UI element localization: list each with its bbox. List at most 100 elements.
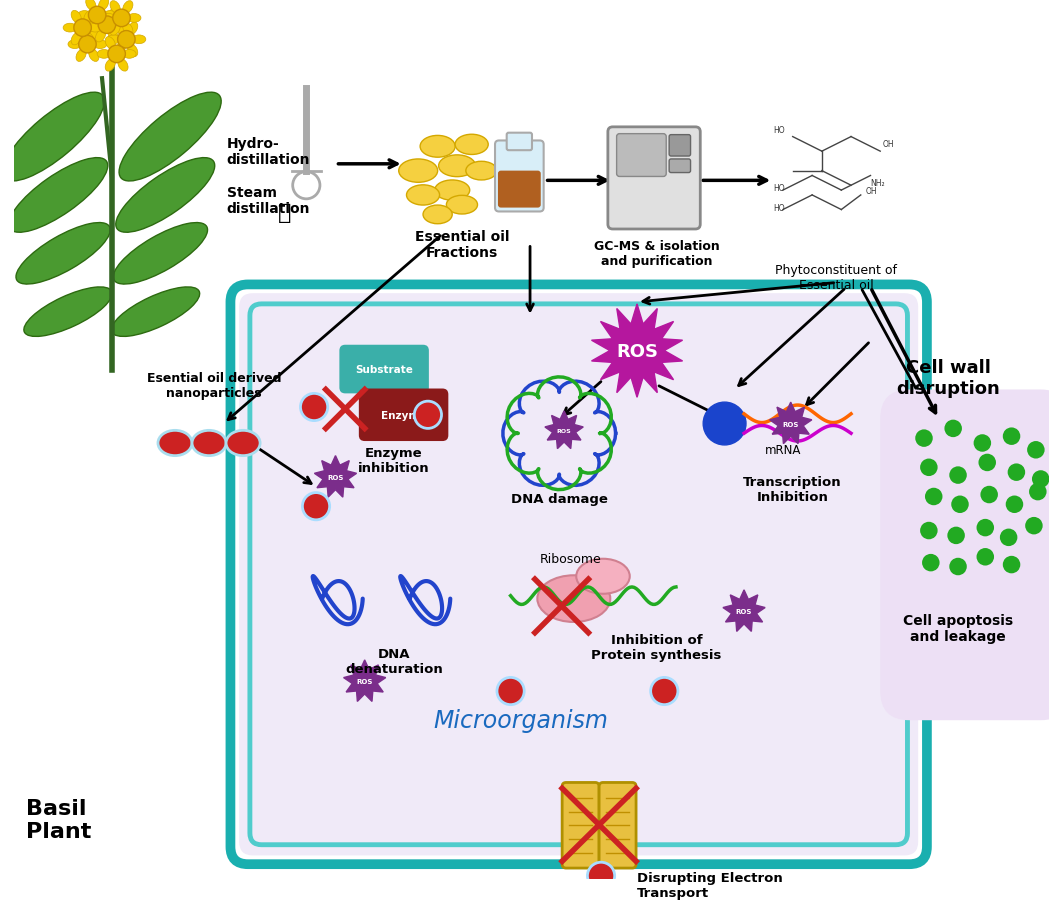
Ellipse shape xyxy=(114,224,207,285)
FancyBboxPatch shape xyxy=(239,294,918,855)
Circle shape xyxy=(925,488,943,506)
Text: Inhibition of
Protein synthesis: Inhibition of Protein synthesis xyxy=(591,633,722,661)
Ellipse shape xyxy=(435,180,470,201)
Ellipse shape xyxy=(84,12,94,24)
Text: HO: HO xyxy=(773,184,784,193)
Circle shape xyxy=(118,32,135,49)
Text: Microorganism: Microorganism xyxy=(433,708,608,732)
Ellipse shape xyxy=(399,160,438,183)
Ellipse shape xyxy=(439,156,475,178)
FancyBboxPatch shape xyxy=(562,783,600,868)
Polygon shape xyxy=(343,660,386,702)
Ellipse shape xyxy=(115,23,125,35)
Ellipse shape xyxy=(108,8,118,21)
Polygon shape xyxy=(591,305,682,398)
Circle shape xyxy=(944,420,962,437)
Circle shape xyxy=(113,10,131,28)
Ellipse shape xyxy=(86,0,96,12)
Circle shape xyxy=(1002,428,1020,446)
Text: Transcription
Inhibition: Transcription Inhibition xyxy=(743,475,842,503)
Ellipse shape xyxy=(423,206,452,225)
FancyBboxPatch shape xyxy=(507,133,532,151)
Circle shape xyxy=(949,467,967,484)
Circle shape xyxy=(921,459,938,476)
Ellipse shape xyxy=(68,41,82,50)
Ellipse shape xyxy=(576,559,629,594)
Text: Cell wall
disruption: Cell wall disruption xyxy=(896,359,1000,398)
Circle shape xyxy=(947,527,965,545)
Circle shape xyxy=(1006,496,1024,513)
Ellipse shape xyxy=(119,93,221,182)
Ellipse shape xyxy=(111,23,120,36)
Circle shape xyxy=(1008,464,1025,482)
Ellipse shape xyxy=(537,575,610,622)
Ellipse shape xyxy=(88,28,99,41)
Ellipse shape xyxy=(86,21,96,33)
Polygon shape xyxy=(545,411,584,449)
Ellipse shape xyxy=(132,36,146,44)
Circle shape xyxy=(302,493,330,520)
Ellipse shape xyxy=(446,196,477,215)
Ellipse shape xyxy=(99,21,108,33)
Text: DNA
denaturation: DNA denaturation xyxy=(345,648,442,676)
Ellipse shape xyxy=(63,24,77,33)
Text: Esential oil derived
nanoparticles: Esential oil derived nanoparticles xyxy=(147,372,281,400)
Ellipse shape xyxy=(115,45,125,58)
Text: NH₂: NH₂ xyxy=(871,179,885,188)
Text: Substrate: Substrate xyxy=(355,364,414,374)
Circle shape xyxy=(497,677,524,704)
Ellipse shape xyxy=(128,45,138,58)
Polygon shape xyxy=(723,590,765,631)
Ellipse shape xyxy=(105,38,116,51)
Text: Ribosome: Ribosome xyxy=(540,552,602,565)
Circle shape xyxy=(980,486,998,503)
FancyBboxPatch shape xyxy=(669,160,691,173)
Ellipse shape xyxy=(122,51,136,60)
Ellipse shape xyxy=(99,0,108,12)
Text: mRNA: mRNA xyxy=(764,444,802,456)
Ellipse shape xyxy=(77,50,86,62)
Ellipse shape xyxy=(226,431,260,456)
FancyBboxPatch shape xyxy=(617,134,667,178)
Ellipse shape xyxy=(122,23,133,36)
FancyBboxPatch shape xyxy=(880,390,1063,721)
Polygon shape xyxy=(315,456,356,498)
FancyBboxPatch shape xyxy=(359,389,449,442)
Circle shape xyxy=(1002,557,1020,574)
Circle shape xyxy=(107,46,125,63)
Ellipse shape xyxy=(16,224,111,285)
Text: Basil
Plant: Basil Plant xyxy=(27,798,91,842)
FancyBboxPatch shape xyxy=(495,142,543,212)
Ellipse shape xyxy=(108,31,118,43)
Ellipse shape xyxy=(71,12,82,24)
Text: Phytoconstituent of
Essential oil: Phytoconstituent of Essential oil xyxy=(775,263,897,291)
Ellipse shape xyxy=(23,288,112,337)
Ellipse shape xyxy=(158,431,192,456)
Ellipse shape xyxy=(102,14,116,23)
Text: GC-MS & isolation
and purification: GC-MS & isolation and purification xyxy=(593,239,720,267)
Circle shape xyxy=(588,862,614,889)
Ellipse shape xyxy=(192,431,226,456)
Text: HO: HO xyxy=(773,203,784,212)
Circle shape xyxy=(978,455,996,472)
Text: Cell apoptosis
and leakage: Cell apoptosis and leakage xyxy=(902,613,1013,644)
Polygon shape xyxy=(770,402,812,444)
Ellipse shape xyxy=(455,135,488,155)
Circle shape xyxy=(1032,471,1049,488)
FancyBboxPatch shape xyxy=(339,345,428,394)
Circle shape xyxy=(88,7,106,24)
Text: Steam
distillation: Steam distillation xyxy=(226,186,310,216)
FancyBboxPatch shape xyxy=(600,783,636,868)
Ellipse shape xyxy=(97,51,111,60)
Text: Enzyme
inhibition: Enzyme inhibition xyxy=(358,446,429,474)
Ellipse shape xyxy=(116,159,215,233)
Ellipse shape xyxy=(71,33,82,46)
Circle shape xyxy=(1027,442,1045,459)
Ellipse shape xyxy=(77,28,86,41)
FancyBboxPatch shape xyxy=(497,171,541,208)
Ellipse shape xyxy=(118,60,128,72)
Ellipse shape xyxy=(128,14,141,23)
Ellipse shape xyxy=(78,12,91,21)
Ellipse shape xyxy=(103,12,117,21)
Ellipse shape xyxy=(118,38,128,51)
